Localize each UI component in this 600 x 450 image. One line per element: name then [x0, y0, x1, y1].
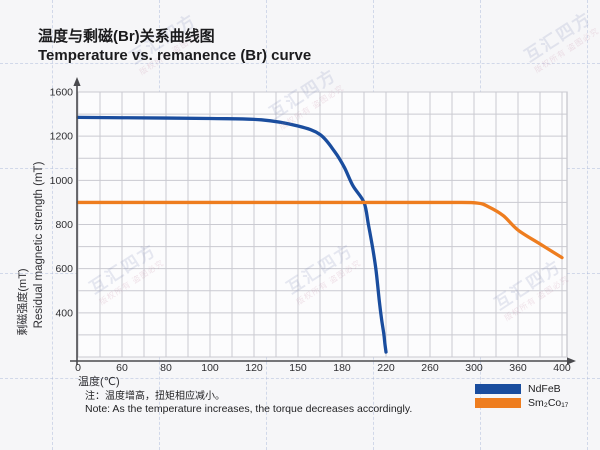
x-tick-label: 180 [333, 362, 351, 374]
x-tick-label: 400 [553, 362, 571, 374]
bg-gridline [0, 63, 600, 64]
x-axis-title: 温度(℃) [78, 376, 120, 388]
legend-label-sm2co17: Sm₂Co₁₇ [528, 397, 569, 409]
footnote: 注：温度增高，扭矩相应减小。 Note: As the temperature … [85, 391, 412, 416]
bg-gridline [587, 0, 588, 450]
x-tick-label: 80 [160, 362, 172, 374]
x-tick-label: 60 [116, 362, 128, 374]
page-title-en: Temperature vs. remanence (Br) curve [38, 47, 312, 64]
curve-series-1 [76, 200, 564, 260]
y-tick-label: 800 [55, 219, 73, 231]
y-tick-label: 1600 [50, 87, 74, 99]
x-tick-label: 0 [75, 362, 81, 374]
x-tick-label: 360 [509, 362, 527, 374]
x-tick-label: 120 [245, 362, 263, 374]
footnote-zh: 注：温度增高，扭矩相应减小。 [85, 391, 225, 402]
x-tick-label: 150 [289, 362, 307, 374]
x-axis-arrow [567, 357, 576, 365]
y-tick-label: 400 [55, 307, 73, 319]
legend-swatch-ndfeb [475, 384, 521, 394]
bg-gridline [52, 0, 53, 450]
y-tick-label: 600 [55, 263, 73, 275]
curve-series-0 [76, 115, 388, 354]
y-tick-label: 1200 [50, 131, 74, 143]
page-title-zh: 温度与剩磁(Br)关系曲线图 [38, 28, 215, 45]
footnote-en: Note: As the temperature increases, the … [85, 403, 413, 415]
legend-item-sm2co17: Sm₂Co₁₇ [475, 396, 568, 410]
legend-swatch-sm2co17 [475, 398, 521, 408]
x-tick-label: 260 [421, 362, 439, 374]
y-axis-arrow [73, 77, 81, 86]
legend: NdFeB Sm₂Co₁₇ [475, 382, 568, 410]
y-axis-title-en: Residual magnetic strength (mT) [33, 161, 45, 329]
x-tick-label: 300 [465, 362, 483, 374]
x-tick-label: 100 [201, 362, 219, 374]
legend-label-ndfeb: NdFeB [528, 383, 561, 395]
legend-item-ndfeb: NdFeB [475, 382, 568, 396]
x-tick-label: 220 [377, 362, 395, 374]
bg-gridline [0, 378, 600, 379]
y-tick-label: 1000 [50, 175, 74, 187]
y-axis-title-zh: 剩磁强度(mT) [17, 268, 29, 336]
